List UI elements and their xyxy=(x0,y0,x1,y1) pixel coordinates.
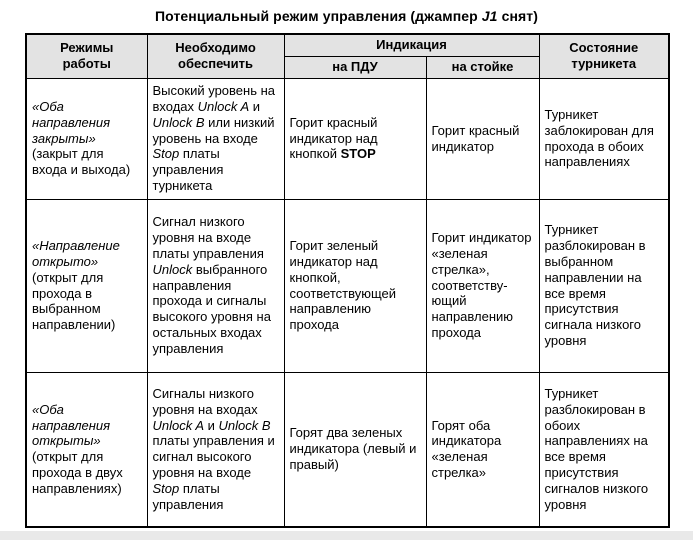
page-title: Потенциальный режим управления (джампер … xyxy=(155,8,538,24)
cell-state: Турникет заблокирован для прохода в обои… xyxy=(538,77,670,200)
control-mode-table: Режимы работы Необходимо обеспечить Инди… xyxy=(25,33,670,528)
cell-indication-stand: Горит красный индикатор xyxy=(425,77,540,200)
header-state: Состояние турникета xyxy=(538,33,670,79)
cell-mode: «Оба направления открыты» (открыт для пр… xyxy=(25,371,148,528)
table-row: «Оба направления закрыты» (закрыт для вх… xyxy=(25,77,670,200)
cell-indication-stand: Горят оба индикатора «зеленая стрелка» xyxy=(425,371,540,528)
mode-note: (закрыт для входа и выхода) xyxy=(32,146,131,178)
header-provide: Необходимо обеспечить xyxy=(146,33,285,79)
page-edge-strip xyxy=(0,531,693,540)
table-header: Режимы работы Необходимо обеспечить Инди… xyxy=(25,33,670,79)
mode-name: «Оба направления открыты» xyxy=(32,401,111,449)
cell-provide: Высокий уровень на входах Unlock A и Unl… xyxy=(146,77,285,200)
header-indication-pdu: на ПДУ xyxy=(283,55,427,79)
table-row: «Оба направления открыты» (открыт для пр… xyxy=(25,371,670,528)
mode-note: (открыт для прохода в выбранном направле… xyxy=(32,269,116,333)
header-indication-stand: на стойке xyxy=(425,55,540,79)
cell-mode: «Оба направления закрыты» (закрыт для вх… xyxy=(25,77,148,200)
cell-indication-pdu: Горит зеленый индикатор над кнопкой, соо… xyxy=(283,198,427,373)
cell-mode: «Направление открыто» (открыт для проход… xyxy=(25,198,148,373)
cell-indication-stand: Горит индикатор «зеленая стрелка», соотв… xyxy=(425,198,540,373)
mode-name: «Направление открыто» xyxy=(32,237,120,269)
cell-provide: Сигналы низкого уровня на входах Unlock … xyxy=(146,371,285,528)
cell-indication-pdu: Горит красный индикатор над кнопкой STOP xyxy=(283,77,427,200)
table-row: «Направление открыто» (открыт для проход… xyxy=(25,198,670,373)
mode-note: (открыт для прохода в двух направлениях) xyxy=(32,449,123,496)
header-indication: Индикация xyxy=(283,33,540,57)
mode-name: «Оба направления закрыты» xyxy=(32,98,111,146)
cell-state: Турникет разблокирован в обоих направлен… xyxy=(538,371,670,528)
cell-indication-pdu: Горят два зеленых индикатора (левый и пр… xyxy=(283,371,427,528)
cell-state: Турникет разблокирован в выбранном напра… xyxy=(538,198,670,373)
header-modes: Режимы работы xyxy=(25,33,148,79)
cell-provide: Сигнал низкого уровня на входе платы упр… xyxy=(146,198,285,373)
